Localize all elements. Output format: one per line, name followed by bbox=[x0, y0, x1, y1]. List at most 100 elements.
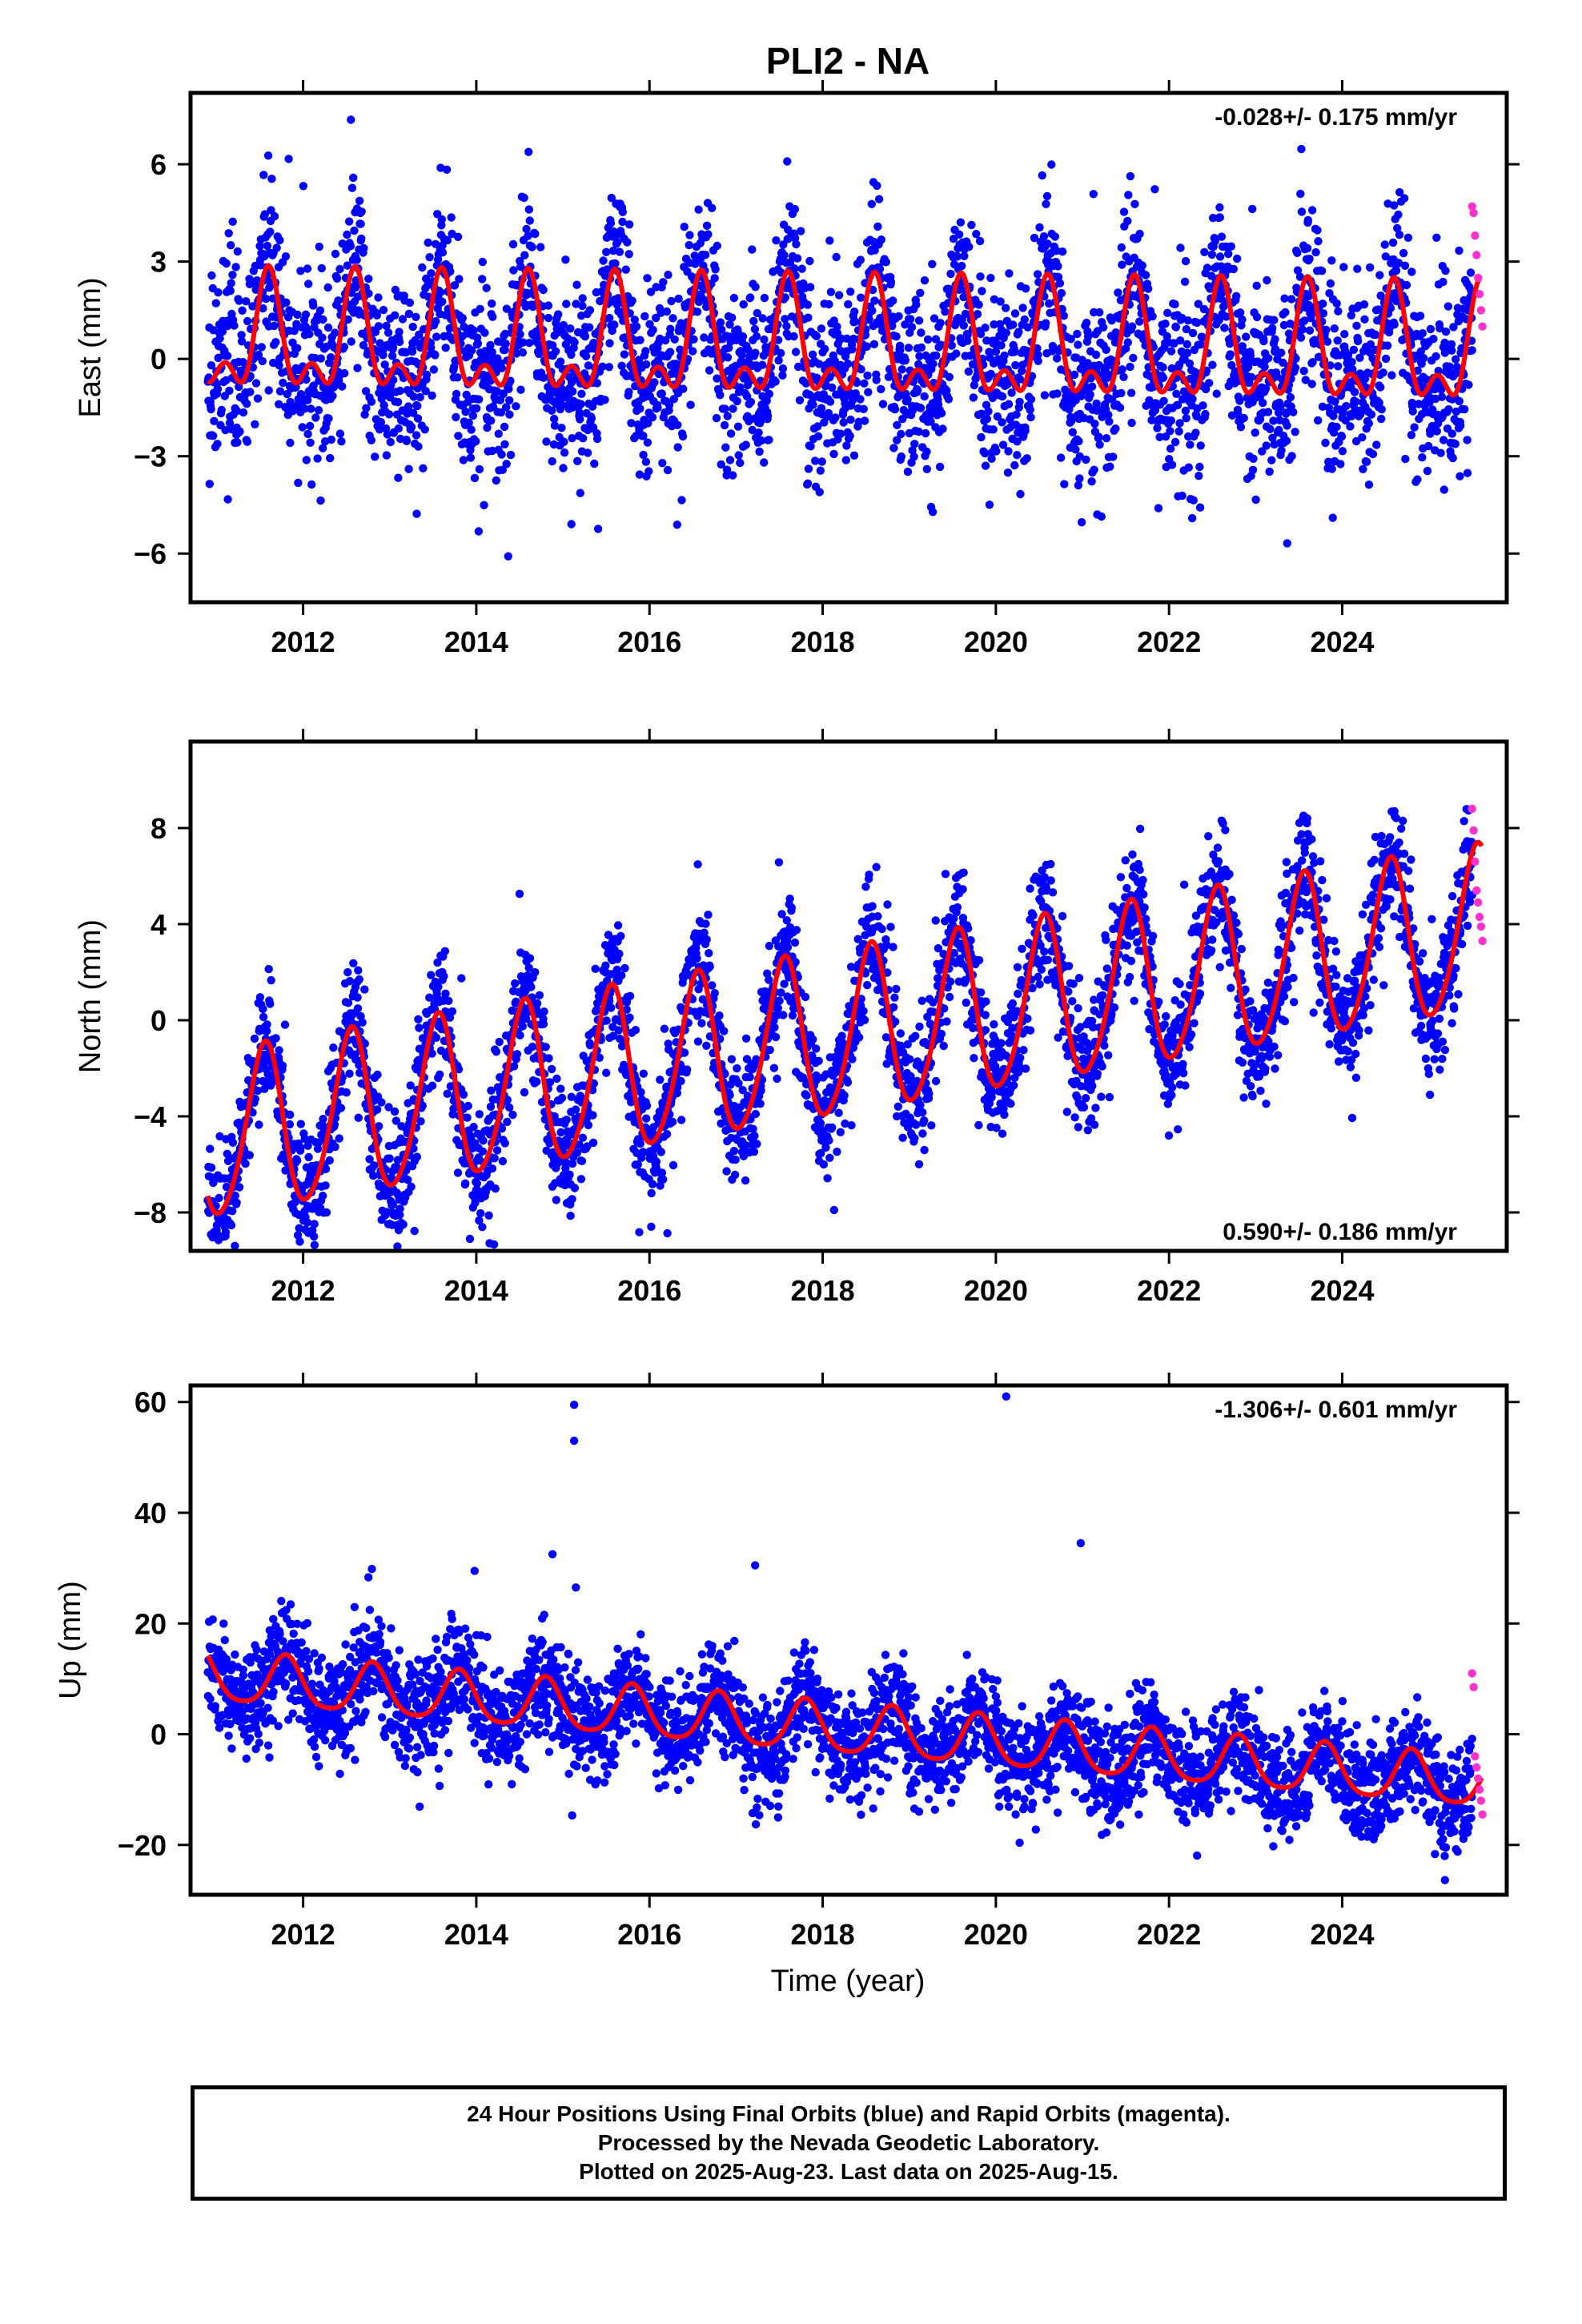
final-orbit-point bbox=[1010, 309, 1020, 318]
final-orbit-point bbox=[745, 293, 755, 302]
final-orbit-point bbox=[937, 340, 946, 349]
final-orbit-point bbox=[1153, 424, 1162, 432]
final-orbit-point bbox=[685, 231, 694, 239]
final-orbit-point bbox=[892, 332, 901, 341]
final-orbit-point bbox=[414, 442, 423, 451]
final-orbit-point bbox=[1087, 382, 1097, 391]
final-orbit-point bbox=[1161, 320, 1170, 328]
final-orbit-point bbox=[495, 1037, 504, 1047]
final-orbit-point bbox=[1327, 256, 1336, 265]
final-orbit-point bbox=[380, 360, 389, 369]
final-orbit-point bbox=[762, 396, 771, 405]
final-orbit-point bbox=[311, 353, 319, 363]
final-orbit-point bbox=[545, 1139, 554, 1148]
final-orbit-point bbox=[255, 993, 265, 1002]
final-orbit-point bbox=[237, 331, 246, 340]
final-orbit-point bbox=[1042, 199, 1050, 208]
final-orbit-point bbox=[214, 288, 223, 297]
final-orbit-point bbox=[1118, 365, 1126, 374]
final-orbit-point bbox=[524, 963, 533, 972]
final-orbit-point bbox=[1094, 432, 1103, 441]
final-orbit-point bbox=[850, 308, 859, 316]
final-orbit-point bbox=[480, 328, 489, 337]
final-orbit-point bbox=[765, 436, 773, 444]
final-orbit-point bbox=[789, 332, 798, 341]
final-orbit-point bbox=[271, 338, 280, 347]
final-orbit-point bbox=[464, 418, 473, 428]
final-orbit-point bbox=[557, 424, 566, 432]
final-orbit-point bbox=[928, 259, 937, 268]
final-orbit-point bbox=[1119, 207, 1129, 216]
final-orbit-point bbox=[1138, 261, 1147, 270]
final-orbit-point bbox=[1323, 337, 1332, 346]
final-orbit-point bbox=[331, 249, 340, 259]
final-orbit-point bbox=[556, 357, 565, 366]
final-orbit-point bbox=[379, 400, 388, 410]
final-orbit-point bbox=[387, 1173, 396, 1182]
final-orbit-point bbox=[717, 325, 726, 334]
final-orbit-point bbox=[1326, 361, 1335, 370]
final-orbit-point bbox=[815, 360, 824, 368]
final-orbit-point bbox=[300, 404, 309, 413]
final-orbit-point bbox=[567, 350, 576, 360]
final-orbit-point bbox=[1167, 364, 1176, 373]
final-orbit-point bbox=[1395, 231, 1404, 239]
final-orbit-point bbox=[949, 235, 958, 243]
final-orbit-point bbox=[877, 326, 887, 336]
final-orbit-point bbox=[502, 460, 511, 468]
final-orbit-point bbox=[646, 287, 656, 296]
final-orbit-point bbox=[1045, 299, 1054, 308]
final-orbit-point bbox=[652, 1157, 661, 1166]
final-orbit-point bbox=[508, 239, 518, 249]
final-orbit-point bbox=[897, 365, 906, 374]
final-orbit-point bbox=[1178, 491, 1186, 501]
final-orbit-point bbox=[391, 311, 400, 320]
final-orbit-point bbox=[548, 456, 556, 466]
final-orbit-point bbox=[467, 425, 476, 434]
final-orbit-point bbox=[577, 389, 586, 398]
final-orbit-point bbox=[331, 1142, 339, 1152]
final-orbit-point bbox=[1232, 292, 1241, 300]
final-orbit-point bbox=[1447, 340, 1456, 349]
final-orbit-point bbox=[353, 364, 362, 372]
final-orbit-point bbox=[412, 509, 421, 518]
final-orbit-point bbox=[804, 464, 813, 473]
final-orbit-point bbox=[758, 314, 767, 323]
final-orbit-point bbox=[922, 464, 932, 473]
final-orbit-point bbox=[1189, 496, 1199, 505]
final-orbit-point bbox=[239, 408, 248, 417]
final-orbit-point bbox=[535, 991, 544, 1000]
final-orbit-point bbox=[693, 308, 702, 316]
final-orbit-point bbox=[352, 255, 361, 264]
final-orbit-point bbox=[1390, 320, 1399, 329]
final-orbit-point bbox=[480, 501, 488, 509]
final-orbit-point bbox=[780, 251, 789, 259]
final-orbit-point bbox=[1033, 270, 1042, 279]
final-orbit-point bbox=[228, 271, 237, 279]
final-orbit-point bbox=[218, 327, 227, 336]
final-orbit-point bbox=[643, 274, 652, 283]
final-orbit-point bbox=[721, 404, 729, 413]
final-orbit-point bbox=[476, 304, 484, 313]
final-orbit-point bbox=[396, 386, 404, 396]
final-orbit-point bbox=[1377, 414, 1386, 424]
final-orbit-point bbox=[859, 404, 868, 413]
final-orbit-point bbox=[251, 379, 261, 388]
final-orbit-point bbox=[590, 459, 599, 468]
final-orbit-point bbox=[987, 454, 996, 463]
final-orbit-point bbox=[831, 413, 840, 422]
final-orbit-point bbox=[1268, 324, 1277, 332]
final-orbit-point bbox=[1364, 419, 1374, 428]
final-orbit-point bbox=[1183, 348, 1192, 357]
final-orbit-point bbox=[1020, 315, 1030, 324]
final-orbit-point bbox=[1055, 279, 1065, 287]
final-orbit-point bbox=[377, 1098, 386, 1107]
final-orbit-point bbox=[364, 289, 373, 298]
final-orbit-point bbox=[310, 1232, 319, 1241]
final-orbit-point bbox=[311, 413, 320, 422]
final-orbit-point bbox=[461, 408, 470, 416]
final-orbit-point bbox=[1175, 419, 1184, 428]
final-orbit-point bbox=[1375, 271, 1384, 279]
final-orbit-point bbox=[1261, 384, 1271, 393]
final-orbit-point bbox=[1002, 304, 1010, 312]
